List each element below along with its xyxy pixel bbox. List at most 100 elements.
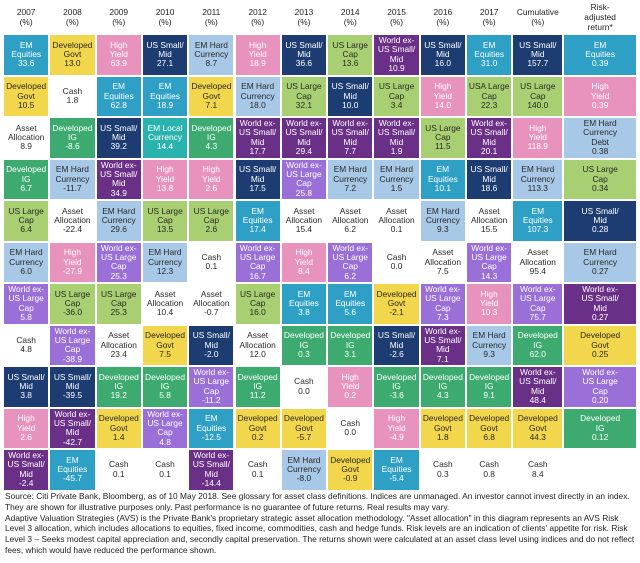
return-value: 0.0 <box>391 262 403 271</box>
quilt-cell-us-lc: US Large Cap 13.5 <box>142 200 188 242</box>
return-value: 5.6 <box>344 308 356 317</box>
return-value: -0.9 <box>343 474 357 483</box>
asset-class-label: EM Hard Currency <box>521 165 555 184</box>
asset-class-label: US Large Cap <box>240 290 275 309</box>
asset-class-label: Developed IG <box>330 331 370 350</box>
return-value: -36.0 <box>63 308 82 317</box>
asset-class-label: Developed IG <box>145 373 185 392</box>
quilt-cell-aa: Asset Allocation 15.4 <box>281 200 327 242</box>
asset-class-label: US Large Cap <box>147 207 182 226</box>
quilt-cell-em-hc: EM Hard Currency 6.0 <box>3 242 49 284</box>
column-header: Risk- adjusted return* <box>563 0 637 33</box>
asset-class-label: US Large Cap <box>520 82 555 101</box>
return-value: 6.0 <box>20 267 32 276</box>
quilt-cell-cash: Cash 0.0 <box>327 408 373 450</box>
return-value: 7.5 <box>159 350 171 359</box>
asset-class-label: Developed Govt <box>284 414 324 433</box>
asset-class-label: Developed Govt <box>6 82 46 101</box>
asset-class-label: Developed Govt <box>580 331 620 350</box>
asset-class-returns-quilt: 2007 (%) 2008 (%) 2009 (%) 2010 (%) 2011 (%)… <box>0 0 640 490</box>
column-header: 2017 (%) <box>466 0 512 33</box>
quilt-cell-em-eq: EM Equities 18.9 <box>142 76 188 118</box>
quilt-cell-cash: Cash 0.1 <box>235 449 281 490</box>
return-value: -3.6 <box>389 391 403 400</box>
asset-class-label: High Yield <box>387 414 405 433</box>
asset-class-label: US Small/ Mid <box>100 124 137 143</box>
return-value: -22.4 <box>63 225 82 234</box>
return-value: 25.3 <box>111 308 127 317</box>
asset-class-label: EM Equities <box>289 290 319 309</box>
asset-class-label: World ex- US Large Cap <box>332 244 368 272</box>
asset-class-label: EM Equities <box>11 41 41 60</box>
return-value: 36.6 <box>296 59 312 68</box>
quilt-cell-aa: Asset Allocation 23.4 <box>96 325 142 367</box>
asset-class-label: US Large Cap <box>333 41 368 60</box>
quilt-cell-hy: High Yield 8.4 <box>281 242 327 284</box>
quilt-cell-hy: High Yield 18.9 <box>235 34 281 76</box>
quilt-cell-dev-ig: Developed IG 3.1 <box>327 325 373 367</box>
return-value: 29.6 <box>111 225 127 234</box>
asset-class-label: Asset Allocation <box>54 207 90 226</box>
quilt-cell-hy: High Yield 2.6 <box>3 408 49 450</box>
return-value: 0.20 <box>592 396 608 405</box>
quilt-cell-hy: High Yield 0.39 <box>563 76 637 118</box>
asset-class-label: Developed IG <box>423 373 463 392</box>
asset-class-label: High Yield <box>63 248 81 267</box>
asset-class-label: High Yield <box>341 373 359 392</box>
quilt-cell-hy: High Yield 13.8 <box>142 159 188 201</box>
quilt-cell-dev-gov: Developed Govt 7.5 <box>142 325 188 367</box>
asset-class-label: US Small/ Mid <box>378 331 415 350</box>
quilt-cell-aa: Asset Allocation 95.4 <box>512 242 563 284</box>
asset-class-label: Developed Govt <box>518 414 558 433</box>
return-value: -5.4 <box>389 474 403 483</box>
return-value: -2.1 <box>389 308 403 317</box>
quilt-cell-em-eq: EM Equities 10.1 <box>420 159 466 201</box>
quilt-cell-hy: High Yield -27.9 <box>49 242 95 284</box>
asset-class-label: US Small/ Mid <box>519 41 556 60</box>
asset-class-label: US Large Cap <box>8 207 43 226</box>
quilt-cell-em-eq: EM Equities 0.39 <box>563 34 637 76</box>
asset-class-label: US Small/ Mid <box>8 373 45 392</box>
quilt-cell-us-smid: US Small/ Mid 18.6 <box>466 159 512 201</box>
asset-class-label: Developed Govt <box>377 290 417 309</box>
quilt-cell-em-hc: EM Hard Currency 8.7 <box>188 34 234 76</box>
quilt-cell-em-hc: EM Hard Currency 113.3 <box>512 159 563 201</box>
asset-class-label: High Yield <box>529 124 547 143</box>
return-value: 10.0 <box>342 101 358 110</box>
return-value: 0.34 <box>592 184 608 193</box>
asset-class-label: EM Hard Currency <box>583 248 617 267</box>
quilt-cell-em-hcd: EM Hard Currency Debt 0.38 <box>563 117 637 159</box>
column-header: 2009 (%) <box>96 0 142 33</box>
return-value: 6.2 <box>344 225 356 234</box>
quilt-cell-us-smid: US Small/ Mid -39.5 <box>49 366 95 408</box>
quilt-cell-aa: Asset Allocation 6.2 <box>327 200 373 242</box>
return-value: 32.1 <box>296 101 312 110</box>
return-value: 0.1 <box>391 225 403 234</box>
asset-class-label: US Large Cap <box>425 124 460 143</box>
asset-class-label: High Yield <box>591 82 609 101</box>
return-value: -2.4 <box>19 479 33 488</box>
asset-class-label: EM Hard Currency <box>241 82 275 101</box>
return-value: 0.2 <box>344 391 356 400</box>
return-value: 14.4 <box>157 142 173 151</box>
asset-class-label: EM Hard Currency <box>102 207 136 226</box>
asset-class-label: EM Equities <box>335 290 365 309</box>
quilt-cell-dev-gov: Developed Govt -0.9 <box>327 449 373 490</box>
column-header: 2011 (%) <box>188 0 234 33</box>
return-value: 118.9 <box>528 142 548 151</box>
quilt-cell-dev-ig: Developed IG 62.0 <box>512 325 563 367</box>
quilt-cell-us-smid: US Small/ Mid 17.5 <box>235 159 281 201</box>
quilt-cell-us-lc: US Large Cap 32.1 <box>281 76 327 118</box>
return-value: 48.4 <box>530 396 546 405</box>
return-value: 13.0 <box>64 59 80 68</box>
quilt-cell-em-hc: EM Hard Currency -11.7 <box>49 159 95 201</box>
asset-class-label: Asset Allocation <box>425 248 461 267</box>
column-header: 2013 (%) <box>281 0 327 33</box>
return-value: 12.0 <box>249 350 265 359</box>
column-header: 2010 (%) <box>142 0 188 33</box>
quilt-cell-us-lc: US Large Cap 16.0 <box>235 283 281 325</box>
asset-class-label: High Yield <box>480 290 498 309</box>
asset-class-label: Developed Govt <box>99 414 139 433</box>
return-value: 7.1 <box>437 355 449 364</box>
return-value: 0.1 <box>206 262 218 271</box>
